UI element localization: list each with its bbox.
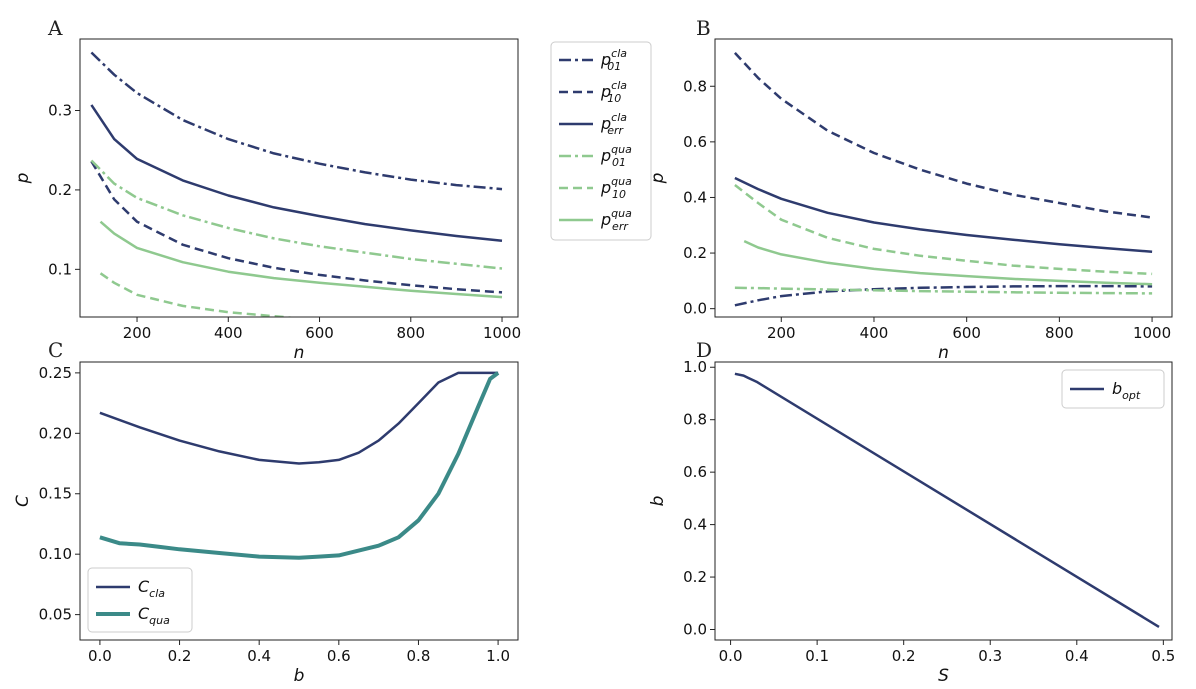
x-tick-label-a: 600 (305, 324, 334, 342)
legend-box-d (1061, 369, 1165, 409)
series-line-b-p-err-qua (743, 239, 1153, 286)
x-tick-label-d: 0.4 (1065, 647, 1089, 665)
x-tick-label-b: 200 (767, 324, 796, 342)
y-tick-label-c: 0.10 (39, 545, 72, 563)
series-line-a-p-01-cla (90, 51, 503, 191)
legend-label-a-p-01-qua: pqua 01 (600, 143, 632, 169)
x-tick-label-c: 0.4 (247, 647, 271, 665)
x-tick-label-b: 1000 (1133, 324, 1171, 342)
series-line-b-p-01-qua (734, 286, 1153, 295)
series-line-a-p-10-qua (99, 272, 298, 317)
plot-frame-d (714, 361, 1173, 641)
y-tick-label-d: 0.2 (683, 568, 707, 586)
panel-d: 0.0 0.1 0.2 0.3 0.4 0.5 0.0 0.2 0.4 0.6 0.8 1.0 Sb bo… (648, 358, 1175, 686)
plot-frame-b (714, 38, 1173, 318)
y-tick-label-d: 0.8 (683, 411, 707, 429)
x-tick-label-d: 0.1 (805, 647, 829, 665)
x-tick-label-d: 0.3 (978, 647, 1002, 665)
x-tick-label-b: 400 (860, 324, 889, 342)
series-line-c-c-qua (99, 371, 500, 560)
panel-label-d: D (696, 338, 712, 362)
legend-label-d-b-opt: bopt (1112, 379, 1141, 402)
x-tick-label-a: 1000 (483, 324, 521, 342)
x-tick-label-d: 0.2 (892, 647, 916, 665)
series-line-a-p-err-cla (90, 104, 503, 242)
y-tick-label-d: 1.0 (683, 358, 707, 376)
x-tick-label-a: 400 (214, 324, 243, 342)
series-line-c-c-cla (99, 371, 499, 465)
series-line-b-p-01-cla (734, 284, 1153, 307)
legend-a: pcla 01 pcla 10 pcla err pqua 01 pqua 10 pqua err (550, 41, 652, 241)
y-tick-label-b: 0.4 (683, 188, 707, 206)
y-tick-label-b: 0.0 (683, 300, 707, 318)
x-tick-label-c: 1.0 (486, 647, 510, 665)
series-line-a-p-01-qua (90, 159, 503, 270)
x-axis-label-c: b (294, 666, 305, 686)
x-tick-label-b: 600 (952, 324, 981, 342)
x-tick-label-c: 0.0 (88, 647, 112, 665)
y-tick-label-d: 0.4 (683, 516, 707, 534)
y-axis-label-b: p (648, 172, 668, 184)
series-line-b-p-err-cla (734, 176, 1153, 253)
series-line-a-p-err-qua (99, 220, 503, 299)
x-tick-label-c: 0.8 (407, 647, 431, 665)
legend-label-c-c-cla: Ccla (138, 577, 165, 600)
x-tick-label-d: 0.5 (1151, 647, 1175, 665)
legend-label-a-p-err-qua: pqua err (600, 207, 632, 233)
y-tick-label-c: 0.05 (39, 606, 72, 624)
legend-label-a-p-01-cla: pcla 01 (600, 47, 627, 73)
x-axis-label-d: S (938, 666, 949, 686)
y-axis-label-a: p (13, 172, 33, 184)
y-axis-label-c: C (13, 495, 33, 507)
panel-label-c: C (48, 338, 63, 362)
panel-b: 200 400 600 800 1000 0.0 0.2 0.4 0.6 0.8 n p (648, 38, 1173, 363)
y-tick-label-d: 0.6 (683, 463, 707, 481)
y-tick-label-c: 0.15 (39, 485, 72, 503)
series-line-d-b-opt (734, 372, 1160, 628)
panel-label-b: B (696, 16, 711, 40)
x-tick-label-c: 0.2 (168, 647, 192, 665)
legend-label-a-p-10-cla: pcla 10 (600, 79, 627, 105)
y-tick-label-a: 0.2 (48, 181, 72, 199)
y-tick-label-b: 0.8 (683, 77, 707, 95)
series-line-b-p-10-qua (734, 184, 1153, 276)
x-axis-label-a: n (294, 343, 305, 363)
plot-frame-c (79, 361, 519, 641)
legend-label-c-c-qua: Cqua (138, 604, 170, 627)
legend-c: Ccla Cqua (87, 567, 193, 633)
panel-label-a: A (47, 16, 63, 40)
y-tick-label-b: 0.6 (683, 133, 707, 151)
y-tick-label-a: 0.1 (48, 260, 72, 278)
legend-label-a-p-err-cla: pcla err (600, 111, 627, 137)
x-tick-label-b: 800 (1045, 324, 1074, 342)
y-tick-label-b: 0.2 (683, 244, 707, 262)
plot-frame-a (79, 38, 519, 318)
legend-d: bopt (1061, 369, 1165, 409)
x-tick-label-c: 0.6 (327, 647, 351, 665)
x-tick-label-d: 0.0 (719, 647, 743, 665)
series-line-a-p-10-cla (90, 160, 503, 294)
x-axis-label-b: n (938, 343, 949, 363)
legend-label-a-p-10-qua: pqua 10 (600, 175, 632, 201)
x-tick-label-a: 800 (396, 324, 425, 342)
panel-c: 0.0 0.2 0.4 0.6 0.8 1.0 0.05 0.10 0.15 0.20 0.25 b C… (13, 361, 519, 686)
series-line-b-p-10-cla (733, 52, 1153, 219)
y-tick-label-a: 0.3 (48, 101, 72, 119)
x-tick-label-a: 200 (123, 324, 152, 342)
y-axis-label-d: b (648, 496, 668, 507)
y-tick-label-c: 0.25 (39, 364, 72, 382)
y-tick-label-d: 0.0 (683, 621, 707, 639)
y-tick-label-c: 0.20 (39, 424, 72, 442)
